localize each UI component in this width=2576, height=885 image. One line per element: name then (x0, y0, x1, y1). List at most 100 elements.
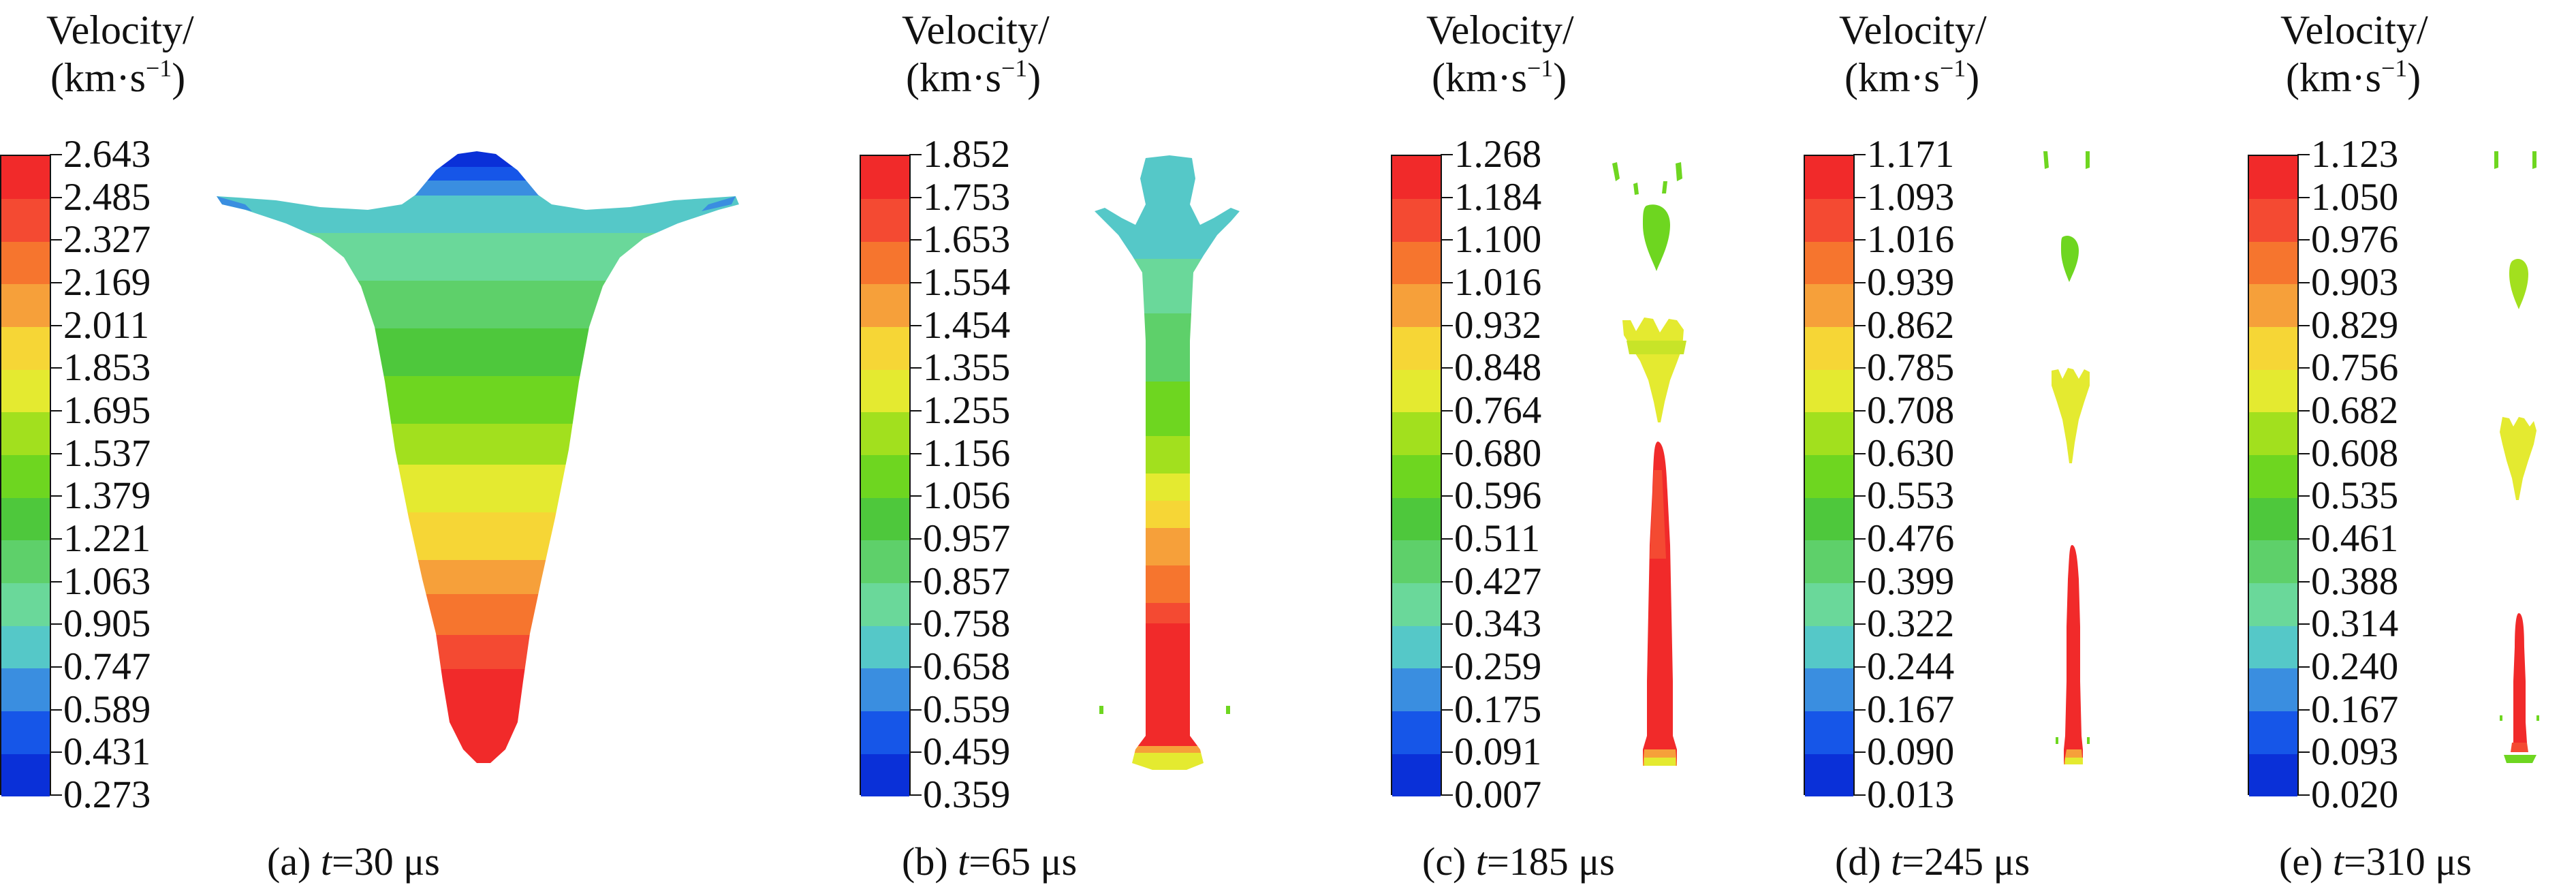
colorbar-segment (1805, 625, 1853, 669)
colorbar-tick (1853, 709, 1866, 711)
colorbar-segment (1, 326, 50, 370)
colorbar-tick-label: 1.695 (63, 389, 151, 432)
colorbar-tick-label: 0.007 (1454, 773, 1542, 816)
colorbar-tick (50, 580, 62, 583)
colorbar-segment (1392, 198, 1441, 242)
legend-unit: (km·s−1) (50, 55, 186, 100)
colorbar-tick-label: 2.643 (63, 133, 151, 176)
colorbar-tick (909, 154, 922, 155)
colorbar-tick (1853, 367, 1866, 369)
legend-unit: (km·s−1) (906, 55, 1041, 100)
colorbar-tick-label: 0.461 (2311, 517, 2399, 560)
colorbar-tick-label: 1.016 (1454, 261, 1542, 304)
colorbar-tick-label: 0.090 (1867, 730, 1955, 774)
colorbar-tick (909, 324, 922, 326)
legend-title: Velocity/ (1839, 7, 1987, 52)
colorbar-tick (909, 495, 922, 497)
caption: (c) t=185 μs (1422, 839, 1615, 884)
colorbar-tick (1853, 154, 1866, 155)
colorbar-segment (1392, 284, 1441, 328)
colorbar-tick (2297, 324, 2310, 326)
colorbar-tick-label: 1.653 (923, 218, 1011, 262)
colorbar-segment (1, 625, 50, 669)
colorbar-tick-label: 1.255 (923, 389, 1011, 432)
colorbar-tick (1853, 794, 1866, 796)
colorbar-tick (50, 623, 62, 625)
colorbar (860, 155, 911, 797)
colorbar-segment (1, 241, 50, 285)
colorbar-tick-label: 0.167 (1867, 687, 1955, 731)
colorbar-tick-label: 0.862 (1867, 303, 1955, 347)
colorbar-tick-label: 1.063 (63, 559, 151, 603)
colorbar-tick-label: 0.957 (923, 517, 1011, 560)
colorbar-tick (50, 495, 62, 497)
colorbar-tick (50, 154, 62, 155)
colorbar (1391, 155, 1442, 797)
colorbar-segment (1392, 497, 1441, 541)
colorbar-tick-label: 1.537 (63, 431, 151, 475)
panel-b: Velocity/ (km·s−1) 1.852 1.753 1.653 1.554 1… (860, 0, 1302, 885)
colorbar-tick (1853, 666, 1866, 668)
colorbar-tick (2297, 794, 2310, 796)
legend-unit: (km·s−1) (2286, 55, 2421, 100)
colorbar-segment (2249, 326, 2297, 370)
colorbar-segment (1805, 156, 1853, 200)
colorbar-segment (1392, 711, 1441, 754)
colorbar-segment (1, 754, 50, 797)
colorbar-tick (2297, 538, 2310, 540)
colorbar-tick (50, 239, 62, 241)
colorbar-tick-label: 0.559 (923, 687, 1011, 731)
colorbar-segment (1392, 369, 1441, 413)
colorbar-tick (2297, 709, 2310, 711)
colorbar-segment (861, 625, 909, 669)
colorbar-segment (861, 369, 909, 413)
colorbar-tick-label: 0.476 (1867, 517, 1955, 560)
colorbar-segment (1, 369, 50, 413)
colorbar-tick (1441, 580, 1453, 583)
colorbar-tick (1853, 452, 1866, 454)
colorbar-segment (1392, 540, 1441, 584)
colorbar-tick (1441, 495, 1453, 497)
legend-unit: (km·s−1) (1432, 55, 1567, 100)
jet-shape (1612, 162, 1686, 766)
colorbar-segment (2249, 668, 2297, 712)
colorbar-tick (50, 324, 62, 326)
colorbar-tick-label: 1.156 (923, 431, 1011, 475)
colorbar-tick-label: 0.359 (923, 773, 1011, 816)
colorbar-tick (1441, 196, 1453, 198)
colorbar-tick (1853, 751, 1866, 754)
colorbar-tick-label: 0.273 (63, 773, 151, 816)
colorbar (2248, 155, 2299, 797)
caption: (d) t=245 μs (1835, 839, 2030, 884)
colorbar-segment (1805, 497, 1853, 541)
colorbar-segment (1805, 668, 1853, 712)
colorbar-tick-label: 1.355 (923, 346, 1011, 390)
colorbar-segment (2249, 711, 2297, 754)
colorbar-tick-label: 0.322 (1867, 602, 1955, 646)
colorbar-segment (2249, 284, 2297, 328)
colorbar-segment (1392, 326, 1441, 370)
colorbar-tick-label: 0.244 (1867, 645, 1955, 688)
colorbar-tick-label: 0.630 (1867, 431, 1955, 475)
colorbar-tick (909, 623, 922, 625)
colorbar-segment (1, 198, 50, 242)
colorbar-tick-label: 0.013 (1867, 773, 1955, 816)
colorbar-segment (861, 412, 909, 456)
colorbar-tick-label: 0.857 (923, 559, 1011, 603)
panel-a: Velocity/ (km·s−1) 2.643 2.485 2.327 2.169 2… (0, 0, 770, 885)
colorbar-segment (861, 156, 909, 200)
colorbar-tick (50, 538, 62, 540)
colorbar-tick (50, 410, 62, 412)
colorbar-tick (2297, 580, 2310, 583)
colorbar-segment (2249, 412, 2297, 456)
colorbar-tick (909, 239, 922, 241)
colorbar-tick-label: 1.852 (923, 133, 1011, 176)
colorbar-tick-label: 0.682 (2311, 389, 2399, 432)
colorbar-segment (861, 326, 909, 370)
colorbar-tick (909, 410, 922, 412)
colorbar-tick (2297, 154, 2310, 155)
colorbar-tick-label: 0.829 (2311, 303, 2399, 347)
colorbar-tick (2297, 452, 2310, 454)
colorbar-tick-label: 0.680 (1454, 431, 1542, 475)
colorbar-segment (1392, 454, 1441, 498)
